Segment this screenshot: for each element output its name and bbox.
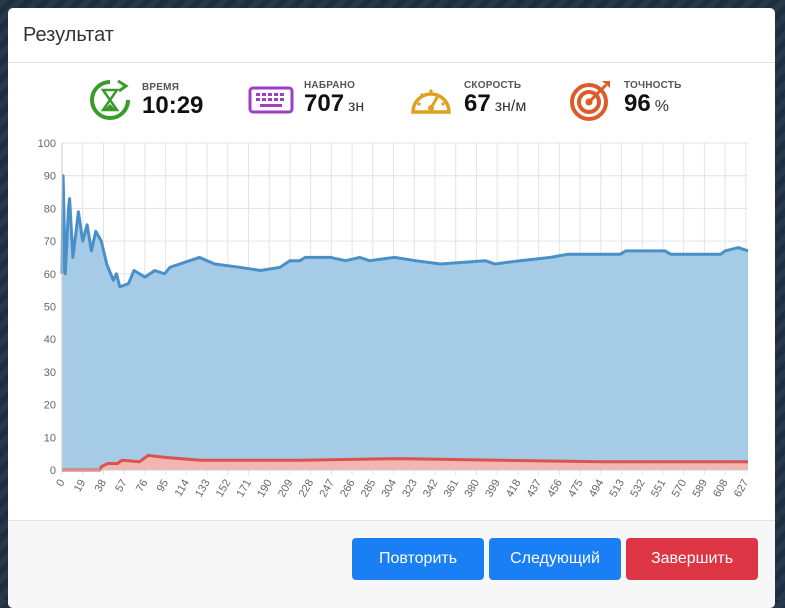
x-tick-label: 437	[525, 478, 545, 500]
x-tick-label: 323	[400, 478, 420, 500]
x-tick-label: 399	[483, 478, 503, 500]
x-tick-label: 114	[173, 478, 192, 499]
stat-unit: %	[654, 98, 669, 115]
x-tick-label: 418	[504, 478, 524, 500]
series-line	[60, 174, 749, 289]
stats: ВРЕМЯ 10:29 НАБРАНО 707 зн СКОРОСТЬ 67 зн/…	[88, 78, 728, 122]
result-modal: Результат ВРЕМЯ 10:29 НАБРАНО 707 зн	[8, 8, 775, 608]
keyboard-icon	[248, 86, 294, 114]
stat-value: 67	[464, 90, 491, 117]
stat-unit: зн/м	[494, 98, 527, 115]
x-tick-label: 304	[380, 478, 400, 500]
x-tick-label: 76	[134, 478, 151, 495]
stat-value: 10:29	[142, 91, 204, 119]
x-tick-label: 285	[359, 478, 379, 500]
x-tick-label: 171	[235, 478, 255, 500]
stat-time: ВРЕМЯ 10:29	[88, 78, 248, 122]
x-tick-label: 608	[711, 478, 731, 500]
x-tick-label: 475	[566, 478, 586, 500]
x-tick-label: 95	[155, 478, 172, 495]
accuracy-icon	[570, 81, 610, 121]
y-tick-label: 30	[44, 367, 56, 379]
x-tick-label: 456	[545, 478, 565, 500]
stat-label: СКОРОСТЬ	[464, 80, 522, 91]
x-tick-label: 380	[462, 478, 482, 500]
x-tick-label: 38	[93, 478, 110, 495]
y-tick-label: 60	[44, 269, 56, 281]
x-tick-label: 589	[690, 478, 710, 500]
x-tick-label: 361	[442, 478, 462, 500]
x-tick-label: 513	[608, 478, 628, 500]
y-tick-label: 20	[44, 400, 56, 412]
x-tick-label: 266	[338, 478, 358, 500]
area-fill	[62, 175, 748, 470]
x-tick-label: 627	[732, 478, 752, 500]
repeat-button[interactable]: Повторить	[352, 538, 484, 580]
area-fill	[62, 455, 748, 470]
finish-button[interactable]: Завершить	[626, 538, 758, 580]
series-line	[62, 453, 748, 472]
y-tick-label: 10	[44, 432, 56, 444]
time-icon	[90, 79, 130, 120]
stat-typed: НАБРАНО 707 зн	[248, 78, 408, 122]
stat-speed: СКОРОСТЬ 67 зн/м	[408, 78, 568, 122]
x-tick-label: 494	[587, 478, 607, 500]
stat-value: 707	[304, 90, 345, 117]
y-tick-label: 80	[44, 203, 56, 215]
y-tick-label: 0	[50, 465, 56, 477]
stat-unit: зн	[348, 98, 365, 115]
x-tick-label: 247	[317, 478, 337, 500]
x-tick-label: 570	[670, 478, 690, 500]
x-tick-label: 209	[276, 478, 296, 500]
speed-icon	[411, 89, 451, 114]
y-tick-label: 90	[44, 171, 56, 183]
x-tick-label: 532	[628, 478, 648, 500]
x-tick-label: 0	[54, 478, 67, 489]
y-tick-label: 50	[44, 302, 56, 314]
modal-title: Результат	[23, 23, 114, 46]
x-tick-label: 57	[113, 478, 130, 495]
x-tick-label: 133	[193, 478, 213, 500]
x-tick-label: 152	[214, 478, 234, 500]
x-tick-label: 551	[649, 478, 669, 500]
x-tick-label: 228	[297, 478, 317, 500]
stat-label: ТОЧНОСТЬ	[624, 80, 682, 91]
stat-accuracy: ТОЧНОСТЬ 96%	[568, 78, 728, 122]
modal-footer: Повторить Следующий Завершить	[8, 520, 775, 608]
stat-label: НАБРАНО	[304, 80, 356, 91]
y-tick-label: 40	[44, 334, 56, 346]
stat-value: 96	[624, 90, 651, 117]
x-tick-label: 342	[421, 478, 441, 500]
y-tick-label: 70	[44, 236, 56, 248]
x-tick-label: 19	[72, 478, 89, 495]
stat-label: ВРЕМЯ	[142, 81, 180, 93]
x-tick-label: 190	[255, 478, 275, 500]
modal-header: Результат	[8, 8, 775, 63]
y-tick-label: 100	[38, 138, 56, 150]
next-button[interactable]: Следующий	[489, 538, 621, 580]
